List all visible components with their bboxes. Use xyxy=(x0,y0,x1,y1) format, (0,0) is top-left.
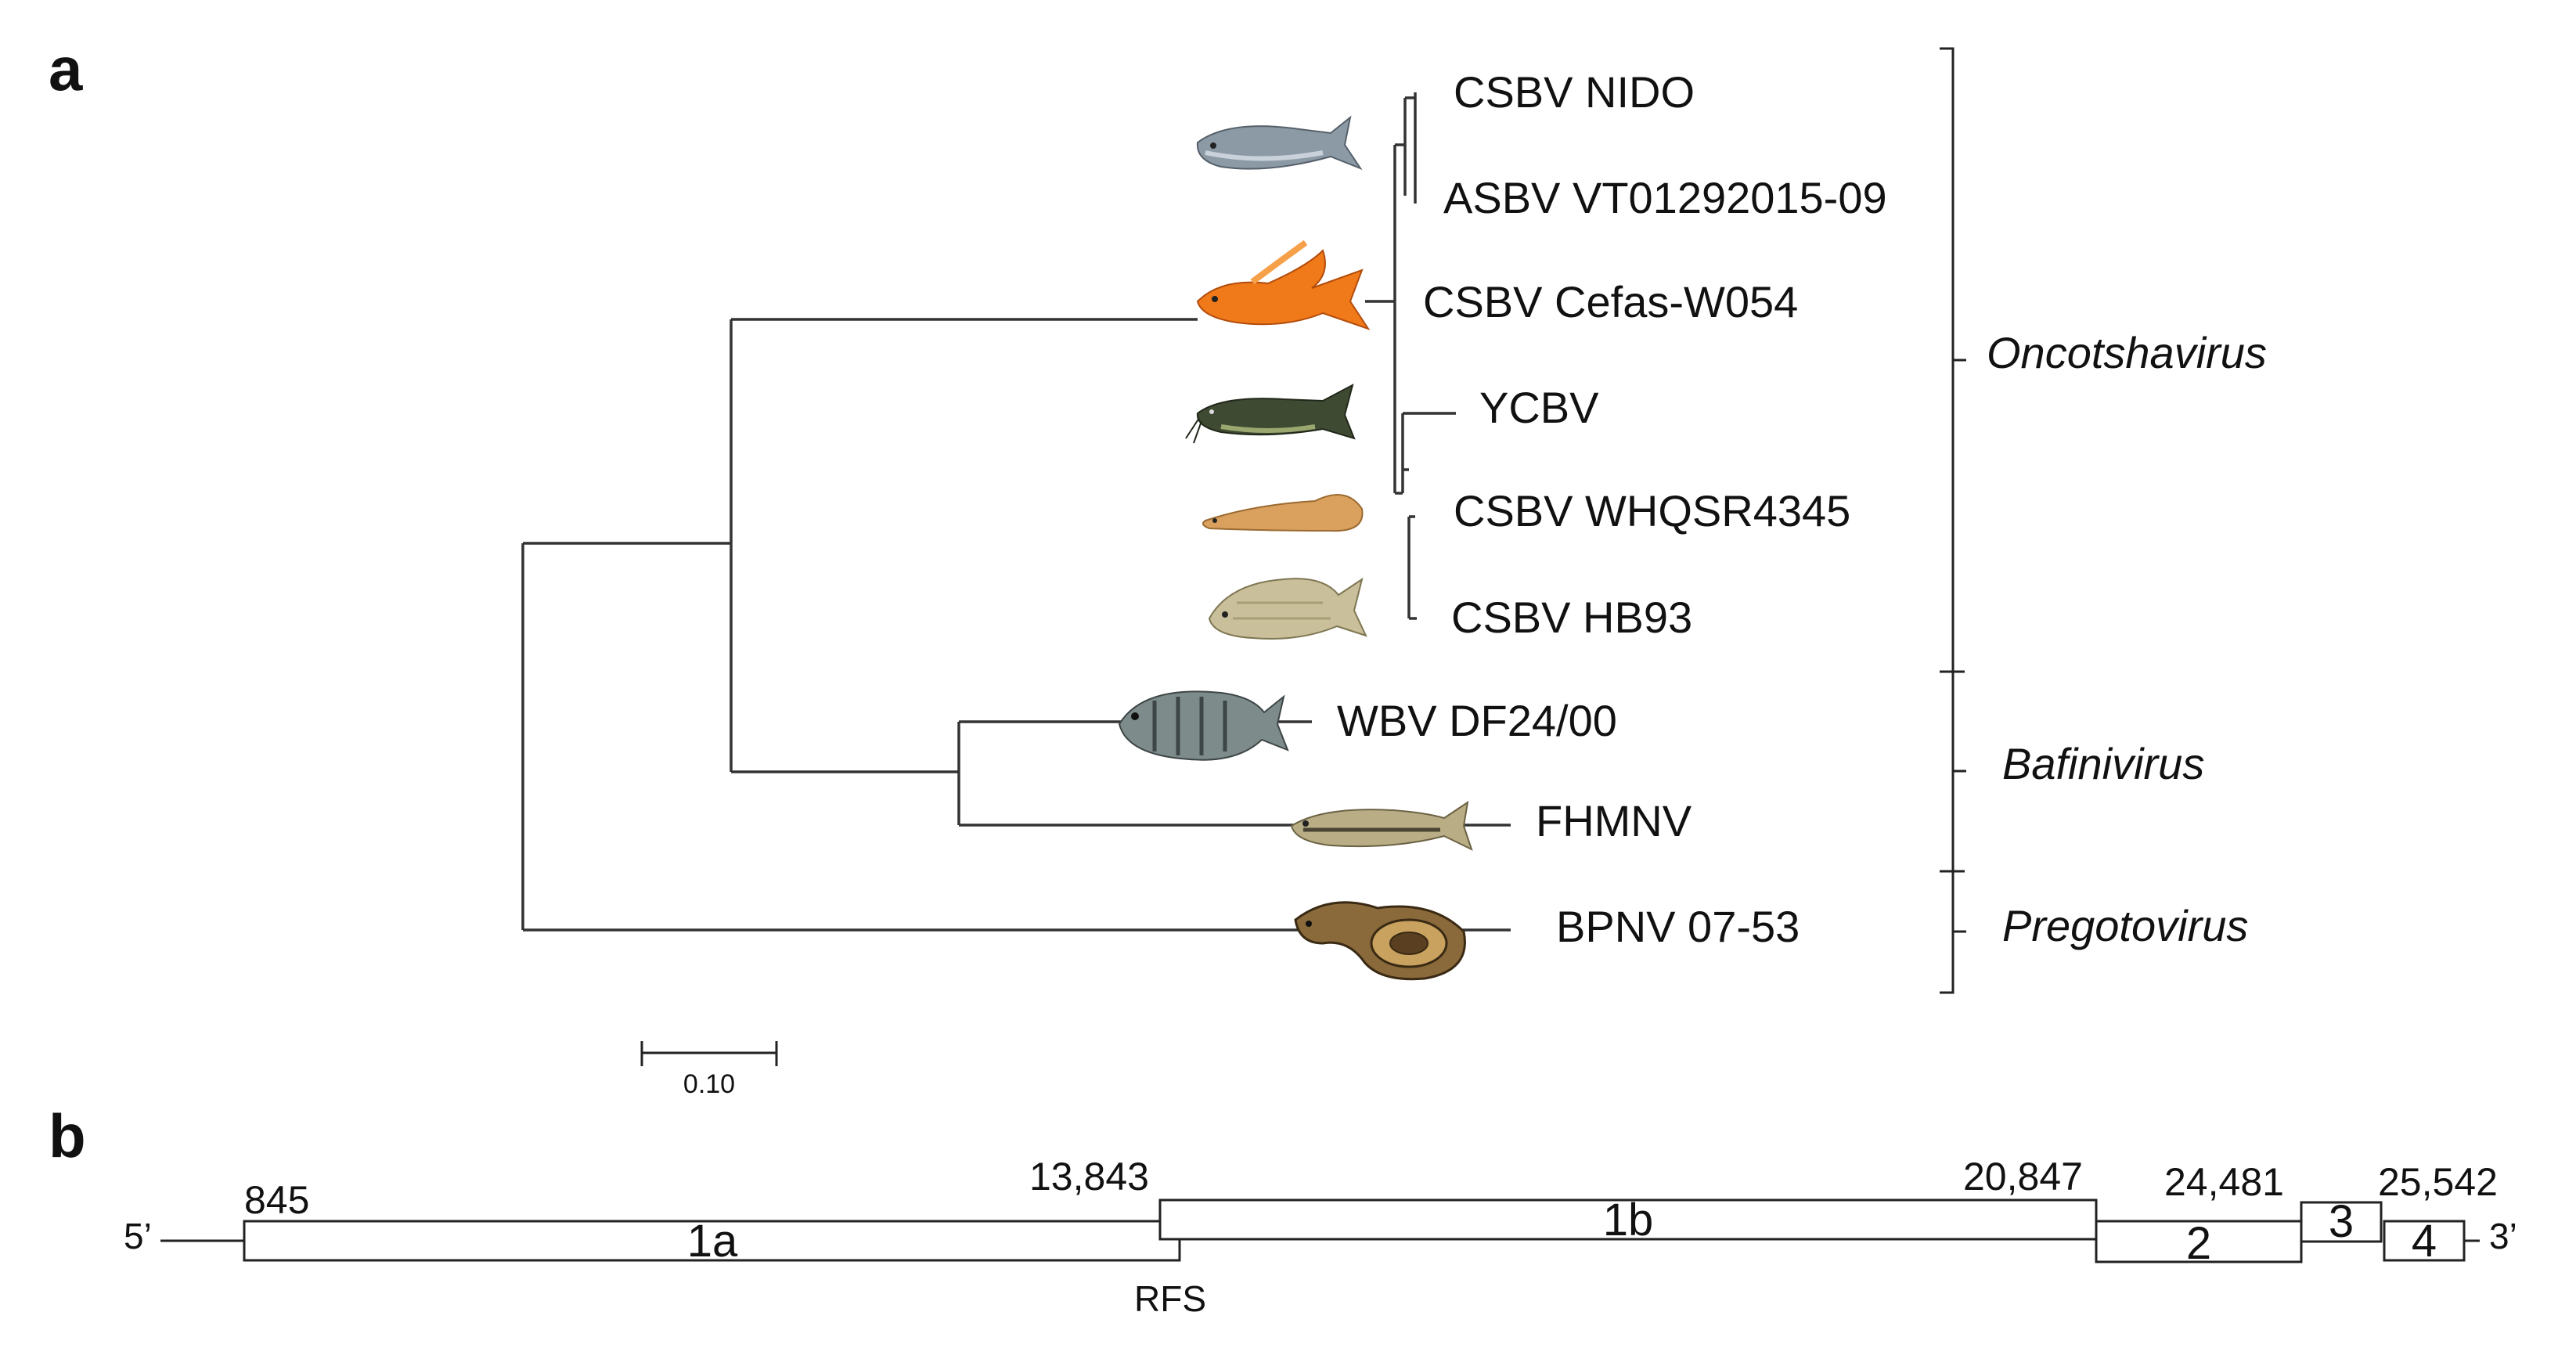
carp-icon xyxy=(1208,577,1367,640)
genus-label-bafinivirus: Bafinivirus xyxy=(2002,739,2204,788)
genus-brackets: Oncotshavirus Bafinivirus Pregotovirus xyxy=(1940,47,2267,994)
position-label: 20,847 xyxy=(1963,1155,2083,1198)
genus-bracket-separators xyxy=(1940,670,1965,873)
minnow-icon xyxy=(1290,800,1473,851)
taxon-label: FHMNV xyxy=(1536,796,1692,845)
bream-icon xyxy=(1118,690,1289,761)
orf-3-box xyxy=(2300,1201,2383,1243)
scale-bar-label: 0.10 xyxy=(683,1069,735,1099)
eel-icon xyxy=(1202,494,1364,532)
taxon-label: WBV DF24/00 xyxy=(1337,696,1617,745)
phylogenetic-tree xyxy=(521,92,1511,932)
scale-bar: 0.10 xyxy=(640,1041,778,1099)
panel-b-letter: b xyxy=(49,1101,86,1170)
panel-a-letter: a xyxy=(49,34,83,103)
taxon-label: CSBV NIDO xyxy=(1454,67,1695,117)
orf-1a-label: 1a xyxy=(687,1216,738,1267)
genus-bracket-ticks xyxy=(1953,359,1966,933)
taxon-label: ASBV VT01292015-09 xyxy=(1443,173,1887,222)
taxon-label: CSBV WHQSR4345 xyxy=(1454,486,1850,535)
taxon-label: YCBV xyxy=(1479,383,1599,432)
genome-map: 5’ 3’ 1a 1b 2 3 4 845 13,843 20,847 24,4… xyxy=(124,1155,2517,1319)
position-label: 24,481 xyxy=(2164,1160,2284,1204)
orf-2-label: 2 xyxy=(2186,1218,2211,1269)
orf-1b-label: 1b xyxy=(1603,1195,1654,1245)
position-label: 13,843 xyxy=(1029,1155,1149,1198)
three-prime-end: 3’ xyxy=(2489,1216,2517,1256)
scale-bar-line xyxy=(640,1041,778,1066)
taxon-labels: CSBV NIDO ASBV VT01292015-09 CSBV Cefas-… xyxy=(1337,67,1887,951)
taxon-label: CSBV Cefas-W054 xyxy=(1423,277,1798,326)
frameshift-label: RFS xyxy=(1134,1278,1206,1319)
salmon-icon xyxy=(1196,115,1363,171)
orf-1a-box xyxy=(243,1220,1181,1262)
five-prime-end: 5’ xyxy=(124,1216,152,1256)
orf-3-label: 3 xyxy=(2329,1196,2354,1247)
position-label: 845 xyxy=(244,1178,309,1222)
python-icon xyxy=(1294,901,1466,981)
orf-1b-box xyxy=(1158,1198,2098,1241)
position-label: 25,542 xyxy=(2378,1160,2498,1204)
genus-bracket-line xyxy=(1940,47,1955,994)
genus-label-oncotshavirus: Oncotshavirus xyxy=(1987,328,2267,377)
taxon-label: CSBV HB93 xyxy=(1451,593,1692,642)
catfish-icon xyxy=(1185,384,1356,444)
goldfish-icon xyxy=(1196,240,1371,330)
genus-label-pregotovirus: Pregotovirus xyxy=(2002,901,2248,950)
orf-4-box xyxy=(2383,1220,2466,1262)
orf-4-label: 4 xyxy=(2412,1216,2437,1267)
taxon-label: BPNV 07-53 xyxy=(1556,902,1800,951)
